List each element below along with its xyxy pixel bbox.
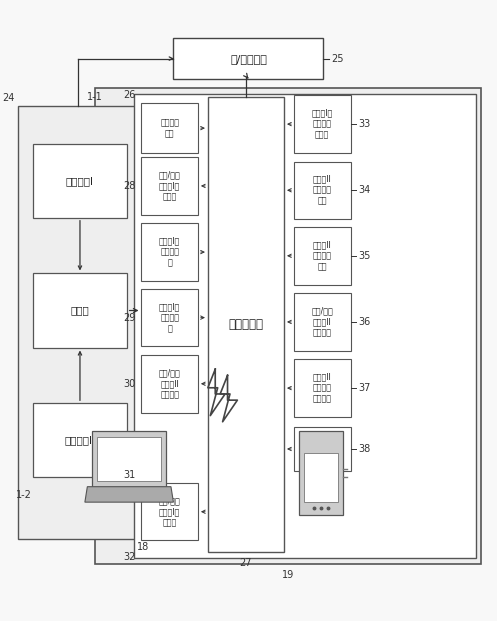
FancyBboxPatch shape xyxy=(299,431,343,515)
FancyBboxPatch shape xyxy=(142,157,198,215)
Text: 打开/关闭
积水筒II
下盖电路: 打开/关闭 积水筒II 下盖电路 xyxy=(311,306,333,338)
FancyBboxPatch shape xyxy=(142,224,198,281)
FancyBboxPatch shape xyxy=(294,96,350,153)
Text: 打开/关闭
积水筒I上
盖电路: 打开/关闭 积水筒I上 盖电路 xyxy=(159,170,180,202)
FancyBboxPatch shape xyxy=(33,273,127,348)
Text: 单片机模块: 单片机模块 xyxy=(229,318,263,331)
Text: 太阳能板I: 太阳能板I xyxy=(66,176,94,186)
FancyBboxPatch shape xyxy=(18,106,137,539)
Text: 26: 26 xyxy=(123,90,135,101)
Text: 积水筒I水
深测量电
路: 积水筒I水 深测量电 路 xyxy=(159,237,180,268)
Text: 37: 37 xyxy=(358,383,371,393)
Text: 35: 35 xyxy=(358,251,371,261)
FancyBboxPatch shape xyxy=(142,103,198,153)
FancyBboxPatch shape xyxy=(33,143,127,218)
Text: 30: 30 xyxy=(123,379,135,389)
FancyBboxPatch shape xyxy=(173,39,324,79)
Text: 18: 18 xyxy=(137,542,149,551)
Text: 内/外部构件: 内/外部构件 xyxy=(230,53,267,63)
Text: 积水筒II
雨水排干
检测电路: 积水筒II 雨水排干 检测电路 xyxy=(313,373,331,404)
Text: 打开/关闭
积水桶II
上盖电路: 打开/关闭 积水桶II 上盖电路 xyxy=(159,368,180,399)
Text: 打开/关闭
积水筒I下
盖电路: 打开/关闭 积水筒I下 盖电路 xyxy=(159,496,180,527)
FancyBboxPatch shape xyxy=(208,97,284,551)
FancyBboxPatch shape xyxy=(142,355,198,412)
Text: 太阳能板II: 太阳能板II xyxy=(65,435,95,445)
Text: 下雨感应
电路: 下雨感应 电路 xyxy=(160,118,179,138)
FancyBboxPatch shape xyxy=(294,360,350,417)
Text: 积水筒II
水满检测
电路: 积水筒II 水满检测 电路 xyxy=(313,240,331,271)
Polygon shape xyxy=(85,487,173,502)
FancyBboxPatch shape xyxy=(294,227,350,284)
Text: 1-2: 1-2 xyxy=(15,490,31,500)
FancyBboxPatch shape xyxy=(294,161,350,219)
Text: 1-1: 1-1 xyxy=(87,91,103,102)
Text: 27: 27 xyxy=(240,558,252,568)
Text: 25: 25 xyxy=(331,53,343,63)
Text: 34: 34 xyxy=(358,185,371,195)
FancyBboxPatch shape xyxy=(33,403,127,478)
Text: 24: 24 xyxy=(2,93,15,103)
Text: 积水筒II
水深测量
电路: 积水筒II 水深测量 电路 xyxy=(313,175,331,206)
Text: 19: 19 xyxy=(282,570,294,580)
Text: 33: 33 xyxy=(358,119,371,129)
Text: 29: 29 xyxy=(123,312,135,323)
FancyBboxPatch shape xyxy=(95,88,481,564)
FancyBboxPatch shape xyxy=(304,453,338,502)
FancyBboxPatch shape xyxy=(92,431,166,487)
Text: GSM发射电
路: GSM发射电 路 xyxy=(306,439,338,459)
FancyBboxPatch shape xyxy=(142,483,198,540)
Text: 31: 31 xyxy=(123,470,135,480)
FancyBboxPatch shape xyxy=(294,293,350,351)
Text: 32: 32 xyxy=(123,551,135,561)
FancyBboxPatch shape xyxy=(134,94,476,558)
FancyBboxPatch shape xyxy=(142,289,198,347)
Text: 36: 36 xyxy=(358,317,371,327)
FancyBboxPatch shape xyxy=(97,437,161,481)
Text: 积水筒I水
满检测电
路: 积水筒I水 满检测电 路 xyxy=(159,302,180,333)
Text: 38: 38 xyxy=(358,444,371,454)
Text: 锂电池: 锂电池 xyxy=(71,306,89,315)
Text: 28: 28 xyxy=(123,181,135,191)
Text: 积水筒I雨
水排干检
测电路: 积水筒I雨 水排干检 测电路 xyxy=(312,109,333,140)
FancyBboxPatch shape xyxy=(294,427,350,471)
